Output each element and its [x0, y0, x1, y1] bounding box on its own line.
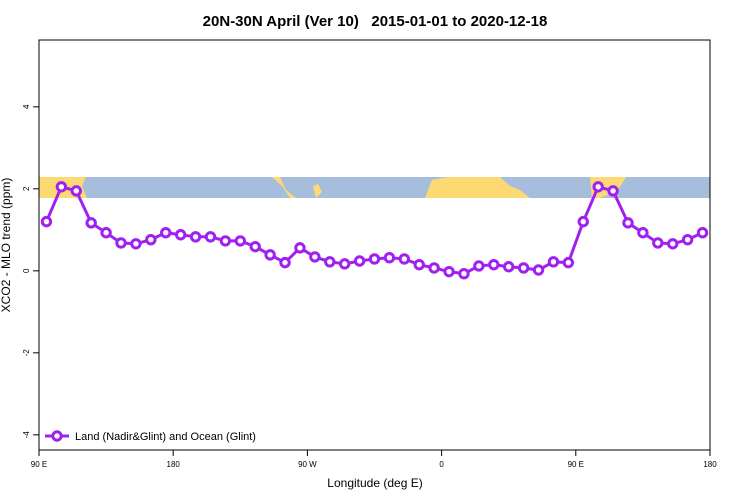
data-point	[503, 261, 515, 273]
data-point	[189, 231, 202, 243]
data-point	[592, 181, 604, 193]
y-tick-label: -2	[22, 349, 31, 357]
data-point	[577, 215, 589, 228]
x-tick-label: 90 W	[298, 460, 317, 469]
data-point	[428, 262, 440, 274]
data-point	[532, 264, 545, 276]
data-point	[264, 249, 276, 261]
data-point	[383, 252, 396, 264]
y-tick-label: -4	[22, 431, 31, 439]
x-tick-label: 180	[703, 460, 717, 469]
data-point	[145, 233, 157, 246]
data-point	[338, 258, 351, 270]
data-point	[309, 251, 321, 263]
data-point	[622, 217, 634, 229]
data-point	[667, 238, 679, 250]
data-point	[398, 253, 411, 265]
data-point	[100, 227, 112, 239]
y-tick-label: 2	[22, 186, 31, 191]
legend-marker	[51, 430, 63, 442]
data-point	[368, 253, 381, 265]
data-point	[85, 217, 97, 229]
data-point	[473, 260, 485, 272]
y-tick-label: 0	[22, 268, 31, 273]
data-point	[607, 185, 619, 197]
x-tick-label: 0	[439, 460, 444, 469]
chart-title: 20N-30N April (Ver 10) 2015-01-01 to 202…	[203, 13, 548, 30]
data-point	[249, 240, 261, 253]
data-point	[413, 258, 425, 271]
data-point	[681, 233, 694, 246]
data-point	[160, 227, 172, 239]
data-point	[40, 215, 53, 228]
data-point	[562, 256, 575, 269]
data-point	[115, 237, 127, 249]
data-point	[234, 235, 247, 247]
data-point	[488, 258, 500, 271]
data-point	[637, 227, 649, 239]
data-point	[219, 235, 232, 247]
x-axis-title: Longitude (deg E)	[327, 476, 422, 490]
x-tick-label: 90 E	[31, 460, 47, 469]
map-band	[39, 177, 710, 198]
data-point	[324, 256, 336, 268]
data-point	[443, 265, 455, 278]
data-point	[55, 181, 68, 193]
data-point	[517, 262, 530, 274]
data-point	[294, 242, 306, 254]
legend-label: Land (Nadir&Glint) and Ocean (Glint)	[75, 431, 256, 443]
x-tick-label: 180	[167, 460, 181, 469]
data-point	[696, 227, 709, 239]
data-point	[174, 229, 187, 241]
data-point	[70, 185, 82, 197]
y-tick-label: 4	[22, 104, 31, 109]
data-point	[130, 238, 142, 250]
data-point	[458, 268, 470, 280]
data-point	[547, 256, 560, 268]
data-point	[652, 237, 664, 249]
data-point	[279, 256, 291, 269]
plot-frame	[38, 39, 711, 451]
y-axis-title: XCO2 - MLO trend (ppm)	[0, 178, 13, 313]
data-point	[204, 231, 217, 243]
x-tick-label: 90 E	[568, 460, 584, 469]
data-point	[353, 255, 366, 267]
